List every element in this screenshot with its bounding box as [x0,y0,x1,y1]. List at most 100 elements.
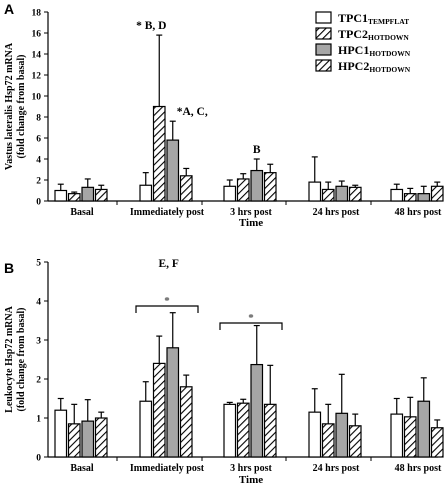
panel-b-category-label: Basal [70,463,94,474]
panel-a-chart: A 0 2 4 6 8 10 12 14 16 18 Basal Immediately post 3 h… [4,1,444,229]
panel-b-annotation: E, F [159,258,179,270]
panel-a-bar [152,105,166,202]
panel-b-bar [166,347,180,458]
panel-a-y-tick-label: 12 [32,72,42,82]
panel-a-y-axis-label-2: (fold change from basal) [16,55,27,159]
panel-a-x-axis-label: Time [239,217,263,229]
legend-entry-main: TPC2 [338,27,368,41]
panel-b-bracket-star: * [248,312,254,324]
panel-b-bar [430,427,444,458]
panel-b-y-tick-label: 2 [36,376,41,386]
legend-swatch [315,11,332,24]
legend-entry-main: TPC1 [338,11,368,25]
panel-b-y-tick-label: 3 [36,337,41,347]
panel-b-significance-bracket [135,305,199,313]
panel-a-bar [94,188,108,202]
panel-b-bar [152,362,166,458]
panel-a-bar [430,185,444,202]
panel-b-letter: B [4,260,14,276]
panel-a-bar [308,181,322,202]
panel-a-bar [179,175,193,202]
panel-a-bar [263,172,277,202]
panel-a-bar [81,186,95,202]
panel-b-category-label: 3 hrs post [230,463,272,474]
panel-a-category-label: Immediately post [130,207,205,218]
panel-b-bar [54,409,68,458]
panel-b-category-label: 48 hrs post [395,463,442,474]
legend-entry-sub: HOTDOWN [368,33,409,42]
panel-a-y-tick-label: 0 [36,198,41,208]
panel-a-bar [67,193,81,202]
panel-b-y-axis-label-2: (fold change from basal) [16,308,27,412]
legend-entry: HPC2HOTDOWN [338,59,411,74]
legend-entry: HPC1HOTDOWN [338,43,411,58]
panel-b-y-tick-label: 5 [36,259,41,269]
panel-b-y-tick-label: 0 [36,454,41,464]
panel-a-bar [390,188,404,202]
legend-entry-sub: HOTDOWN [369,49,410,58]
panel-a-bar [403,193,417,202]
panel-a-y-tick-label: 8 [36,114,41,124]
panel-a-annotation: *A, C, [177,106,208,118]
panel-b-bar [263,403,277,458]
panel-b-bar [139,400,153,458]
panel-b-bar [250,363,264,458]
panel-b-bar [403,416,417,458]
panel-b-bar [81,420,95,458]
panel-b-bar [417,400,431,458]
legend-entry-main: HPC2 [338,59,369,73]
panel-b-x-axis-label: Time [239,474,263,486]
panel-b-significance-bracket [219,322,283,330]
panel-a-bar [166,139,180,202]
panel-a-letter: A [4,1,14,17]
panel-a-annotation: B [253,144,261,156]
legend-swatch [315,27,332,40]
legend-entry-sub: TEMPFLAT [368,17,409,26]
panel-b-bar [335,412,349,458]
panel-b-bar [308,411,322,458]
panel-a-category-label: 48 hrs post [395,207,442,218]
panel-a-bar [348,186,362,202]
panel-a-y-tick-label: 2 [36,177,41,187]
panel-a-bar [236,178,250,202]
panel-b-bar [179,386,193,458]
legend-swatch [315,59,332,72]
panel-a-annotation: * B, D [136,20,166,32]
legend-entry-sub: HOTDOWN [369,65,410,74]
panel-a-bar [321,188,335,202]
panel-b-bar [236,402,250,458]
legend-swatch [315,43,332,56]
panel-a-y-tick-label: 4 [36,156,41,166]
panel-b-bar [67,423,81,458]
panel-a-category-label: 3 hrs post [230,207,272,218]
panel-b-bracket-star: * [164,295,170,307]
panel-a-y-tick-label: 18 [32,9,42,19]
panel-b-chart: B 0 1 2 3 4 5 Basal Immediately post 3 hrs post 24… [4,258,444,486]
panel-b-bar [321,423,335,458]
panel-a-category-label: 24 hrs post [313,207,360,218]
panel-a-bar [139,184,153,202]
panel-a-y-tick-label: 6 [36,135,41,145]
panel-b-y-axis-label: Leukocyte Hsp72 mRNA [4,305,15,412]
panel-a-y-tick-label: 16 [32,30,42,40]
panel-a-category-label: Basal [70,207,94,218]
panel-b-bar [390,413,404,458]
panel-b-category-label: Immediately post [130,463,205,474]
panel-a-bar [335,185,349,202]
legend-entry: TPC2HOTDOWN [338,27,409,42]
panel-a-y-tick-label: 10 [32,93,42,103]
panel-b-y-tick-label: 1 [36,415,41,425]
panel-a-y-tick-label: 14 [32,51,42,61]
panel-a-bar [250,169,264,202]
legend-entry-main: HPC1 [338,43,369,57]
panel-b-bar [223,403,237,458]
panel-b-bar [94,417,108,458]
panel-b-category-label: 24 hrs post [313,463,360,474]
panel-a-bar [223,185,237,202]
panel-b-bar [348,425,362,458]
panel-b-y-tick-label: 4 [36,298,41,308]
panel-a-bar [54,189,68,202]
panel-a-bar [417,193,431,202]
legend-entry: TPC1TEMPFLAT [338,11,409,26]
